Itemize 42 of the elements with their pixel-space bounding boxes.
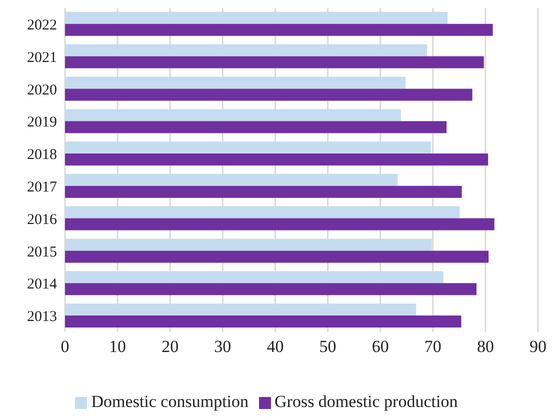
- x-tick-label: 70: [424, 337, 442, 356]
- y-tick-label: 2020: [27, 82, 57, 98]
- y-tick-label: 2018: [27, 147, 57, 164]
- x-tick-label: 10: [109, 337, 126, 356]
- bar: [65, 109, 401, 122]
- bar: [65, 141, 431, 154]
- bar: [65, 24, 493, 36]
- bar: [65, 315, 462, 328]
- bar: [65, 56, 484, 68]
- legend-label: Gross domestic production: [274, 392, 458, 411]
- y-tick-label: 2013: [27, 309, 57, 326]
- y-tick-label: 2021: [27, 50, 57, 66]
- x-tick-label: 60: [372, 337, 389, 356]
- y-tick-label: 2015: [27, 244, 57, 260]
- bar: [65, 250, 489, 263]
- y-tick-label: 2016: [27, 212, 58, 228]
- x-tick-label: 20: [162, 337, 179, 356]
- bar: [65, 283, 477, 296]
- bar: [65, 271, 444, 284]
- bar: [65, 174, 398, 186]
- bar: [65, 12, 448, 24]
- bar: [65, 88, 472, 101]
- x-tick-label: 90: [530, 337, 546, 356]
- y-tick-label: 2017: [27, 180, 58, 196]
- bar: [65, 121, 447, 134]
- legend-label: Domestic consumption: [91, 392, 249, 411]
- bar: [65, 218, 494, 230]
- x-tick-label: 30: [214, 337, 232, 356]
- bar: [65, 44, 428, 56]
- x-tick-label: 40: [266, 337, 284, 356]
- bar: [65, 186, 462, 198]
- x-tick-label: 80: [476, 337, 494, 356]
- bar: [65, 238, 432, 251]
- bar: [65, 206, 460, 218]
- bar: [65, 153, 488, 166]
- bar: [65, 303, 416, 316]
- y-tick-label: 2014: [27, 276, 58, 293]
- x-tick-label: 50: [319, 337, 336, 356]
- x-tick-label: 0: [60, 337, 70, 356]
- y-tick-label: 2019: [27, 114, 57, 131]
- bar: [65, 76, 406, 89]
- y-tick-label: 2022: [27, 18, 57, 34]
